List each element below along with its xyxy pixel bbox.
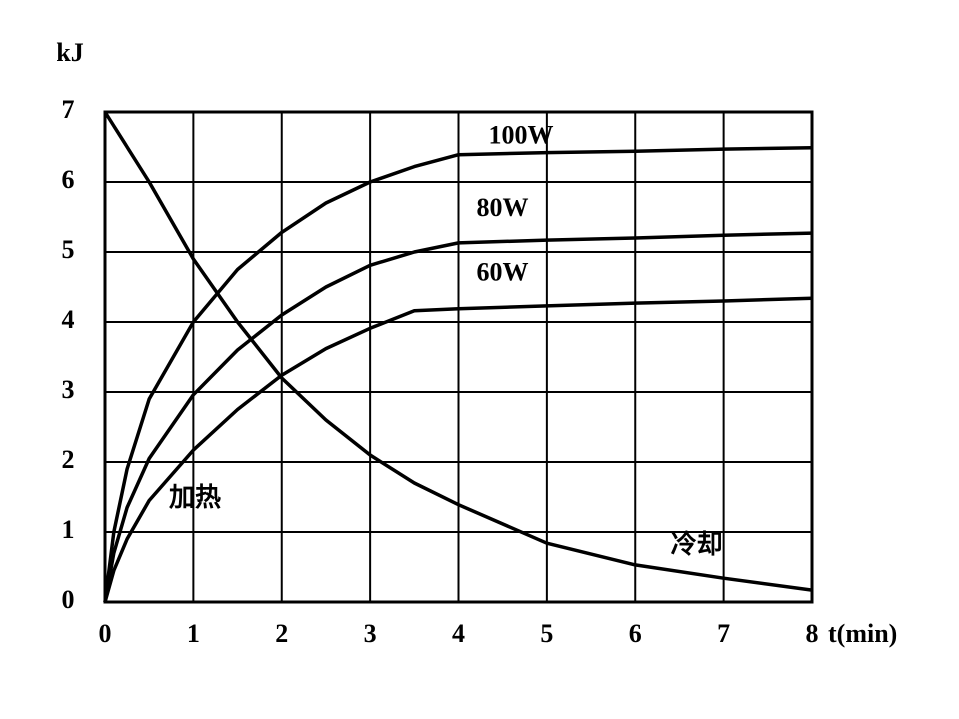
series-label: 60W: [477, 258, 529, 287]
line: [103, 111, 813, 592]
line: [103, 145, 813, 603]
x-axis-label: t(min): [828, 619, 897, 648]
y-tick-label: 7: [62, 95, 75, 124]
line: [103, 296, 813, 603]
line: [103, 231, 813, 603]
series-label: 80W: [477, 193, 529, 222]
x-tick-label: 7: [717, 619, 730, 648]
y-tick-label: 2: [62, 445, 75, 474]
y-tick-label: 3: [62, 375, 75, 404]
x-tick-label: 1: [187, 619, 200, 648]
y-tick-label: 4: [62, 305, 75, 334]
y-axis-label: kJ: [56, 38, 83, 67]
series-label: 冷却: [671, 529, 723, 559]
series-label: 100W: [489, 121, 554, 150]
y-tick-label: 6: [62, 165, 75, 194]
x-tick-label: 8: [806, 619, 819, 648]
x-tick-label: 2: [275, 619, 288, 648]
y-tick-label: 0: [62, 585, 75, 614]
x-tick-label: 4: [452, 619, 465, 648]
x-tick-label: 0: [99, 619, 112, 648]
plot-frame: [103, 110, 814, 604]
annotation: 加热: [169, 483, 221, 512]
y-tick-label: 5: [62, 235, 75, 264]
y-tick-label: 1: [62, 515, 75, 544]
x-tick-label: 3: [364, 619, 377, 648]
x-tick-label: 5: [540, 619, 553, 648]
x-tick-label: 6: [629, 619, 642, 648]
